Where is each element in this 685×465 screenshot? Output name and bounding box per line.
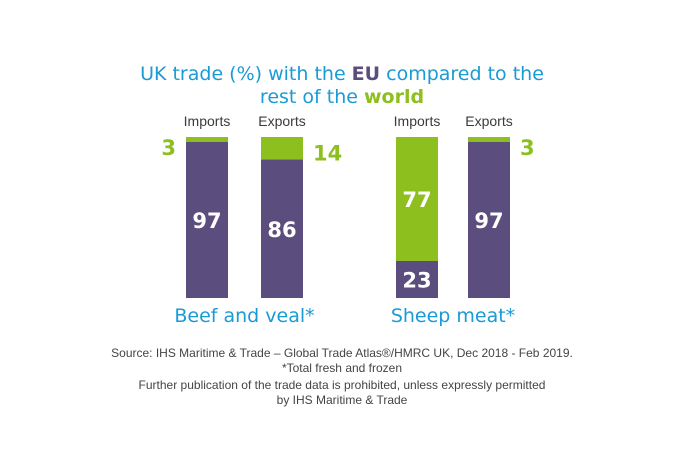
rights-note-line-2: by IHS Maritime & Trade xyxy=(277,393,408,407)
source-note: Source: IHS Maritime & Trade – Global Tr… xyxy=(111,346,573,360)
bars-layer: Imports 97 3 Exports 86 14 Beef and veal* Impor… xyxy=(161,113,534,327)
value-label-world-beef-and-veal-imports: 3 xyxy=(161,136,176,160)
bar-eu-beef-and-veal-imports xyxy=(186,141,228,298)
title-prefix: UK trade (%) with the xyxy=(140,63,352,85)
bar-world-beef-and-veal-exports xyxy=(261,137,303,160)
group-label-sheep-meat: Sheep meat* xyxy=(391,305,515,327)
bar-world-sheep-meat-exports xyxy=(468,137,510,142)
value-label-world-beef-and-veal-exports: 14 xyxy=(313,141,342,165)
title-suffix: compared to the xyxy=(380,63,544,85)
column-label-beef-and-veal-imports: Imports xyxy=(184,113,231,129)
column-label-sheep-meat-imports: Imports xyxy=(394,113,441,129)
column-label-sheep-meat-exports: Exports xyxy=(465,113,512,129)
bar-world-beef-and-veal-imports xyxy=(186,137,228,142)
bar-eu-beef-and-veal-exports xyxy=(261,159,303,298)
value-label-world-sheep-meat-exports: 3 xyxy=(520,136,535,160)
group-label-beef-and-veal: Beef and veal* xyxy=(174,305,314,327)
title-eu-highlight: EU xyxy=(352,63,380,85)
footnote: *Total fresh and frozen xyxy=(282,361,402,375)
value-label-eu-sheep-meat-exports: 97 xyxy=(474,209,503,233)
value-label-eu-sheep-meat-imports: 23 xyxy=(402,268,431,292)
bar-world-sheep-meat-imports xyxy=(396,137,438,261)
bar-eu-sheep-meat-exports xyxy=(468,141,510,298)
value-label-world-sheep-meat-imports: 77 xyxy=(402,188,431,212)
value-label-eu-beef-and-veal-imports: 97 xyxy=(192,209,221,233)
chart-title-line-2: rest of the world xyxy=(260,86,424,108)
title-world-highlight: world xyxy=(364,86,424,108)
value-label-eu-beef-and-veal-exports: 86 xyxy=(267,218,296,242)
bar-eu-sheep-meat-imports xyxy=(396,260,438,298)
rights-note-line-1: Further publication of the trade data is… xyxy=(139,378,546,392)
title-line2-prefix: rest of the xyxy=(260,86,364,108)
chart-title-line-1: UK trade (%) with the EU compared to the xyxy=(140,63,544,85)
column-label-beef-and-veal-exports: Exports xyxy=(258,113,305,129)
